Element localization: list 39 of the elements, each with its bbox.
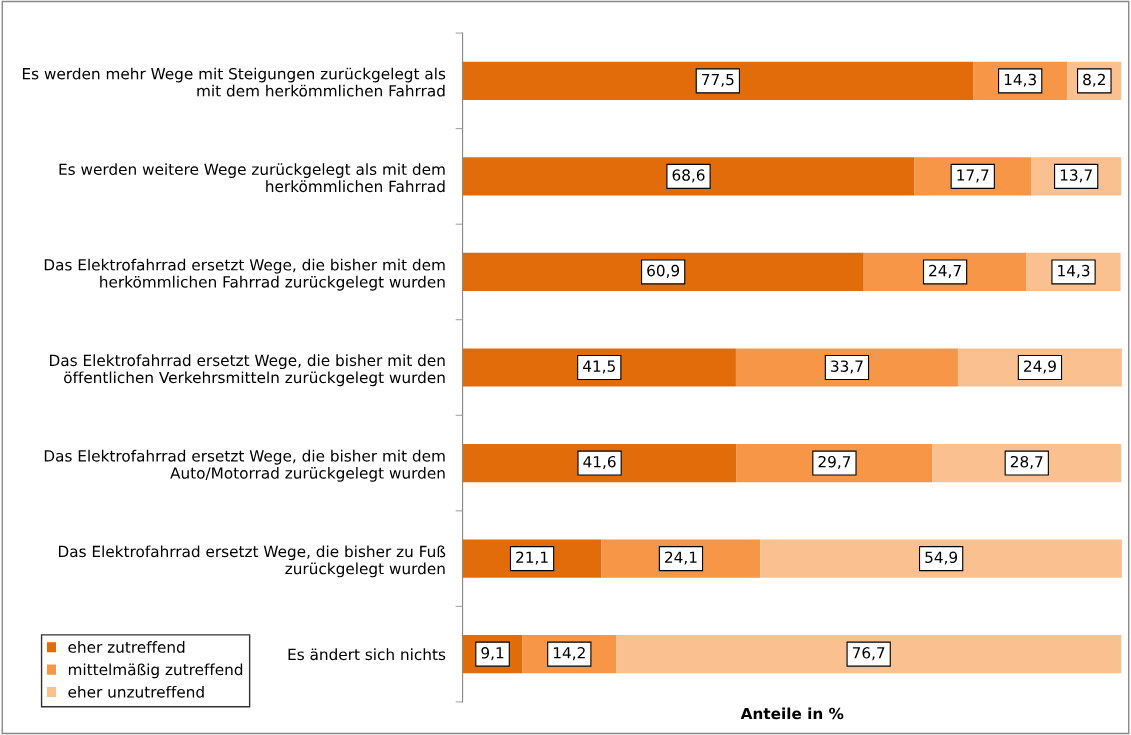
- data-label: 14,2: [553, 647, 585, 661]
- bar: [616, 635, 1122, 674]
- data-label: 77,5: [702, 73, 734, 87]
- data-label: 68,6: [672, 169, 705, 183]
- y-tick-label: Es werden weitere Wege zurückgelegt als mit dem herkömmlichen Fahrrad: [59, 163, 445, 193]
- data-label: 54,9: [925, 551, 958, 565]
- bar: [462, 443, 737, 483]
- x-axis-title: Anteile in %: [740, 707, 844, 720]
- legend-label: eher unzutreffend: [68, 685, 204, 698]
- legend-label: eher zutreffend: [68, 641, 185, 653]
- data-label: 33,7: [831, 360, 863, 374]
- y-tick-label: Das Elektrofahrrad ersetzt Wege, die bisher mit den öffentlichen Verkehrsmitteln zurückgelegt wurden: [50, 354, 445, 387]
- data-label: 21,1: [516, 551, 548, 565]
- data-label: 17,7: [957, 169, 989, 183]
- bar: [462, 157, 915, 196]
- bar: [462, 348, 736, 387]
- y-tick-label: Es werden mehr Wege mit Steigungen zurückgelegt als mit dem herkömmlichen Fahrrad: [22, 67, 446, 97]
- data-label: 29,7: [818, 455, 851, 470]
- data-label: 24,1: [665, 551, 697, 565]
- y-tick-label: Das Elektrofahrrad ersetzt Wege, die bisher mit dem Auto/Motorrad zurückgelegt wurden: [44, 449, 445, 482]
- data-label: 76,7: [852, 647, 885, 661]
- data-label: 41,5: [583, 360, 615, 374]
- data-label: 9,1: [481, 647, 504, 661]
- y-tick-label: Das Elektrofahrrad ersetzt Wege, die bisher zu Fuß zurückgelegt wurden: [58, 545, 446, 578]
- bar: [462, 252, 864, 292]
- data-label: 24,9: [1024, 360, 1056, 374]
- data-label: 14,3: [1004, 73, 1036, 87]
- legend-label: mittelmäßig zutreffend: [68, 663, 243, 679]
- data-label: 13,7: [1060, 169, 1092, 183]
- y-tick-label: Es ändert sich nichts: [288, 648, 446, 661]
- data-label: 41,6: [583, 455, 616, 470]
- bar: [760, 539, 1122, 578]
- bar: [462, 61, 974, 100]
- data-label: 60,9: [647, 264, 680, 278]
- data-label: 24,7: [929, 264, 961, 278]
- data-label: 14,3: [1058, 264, 1090, 278]
- data-label: 28,7: [1010, 455, 1043, 470]
- y-tick-label: Das Elektrofahrrad ersetzt Wege, die bisher mit dem herkömmlichen Fahrrad zurückgelegt wurden: [44, 258, 445, 291]
- data-label: 8,2: [1083, 73, 1105, 87]
